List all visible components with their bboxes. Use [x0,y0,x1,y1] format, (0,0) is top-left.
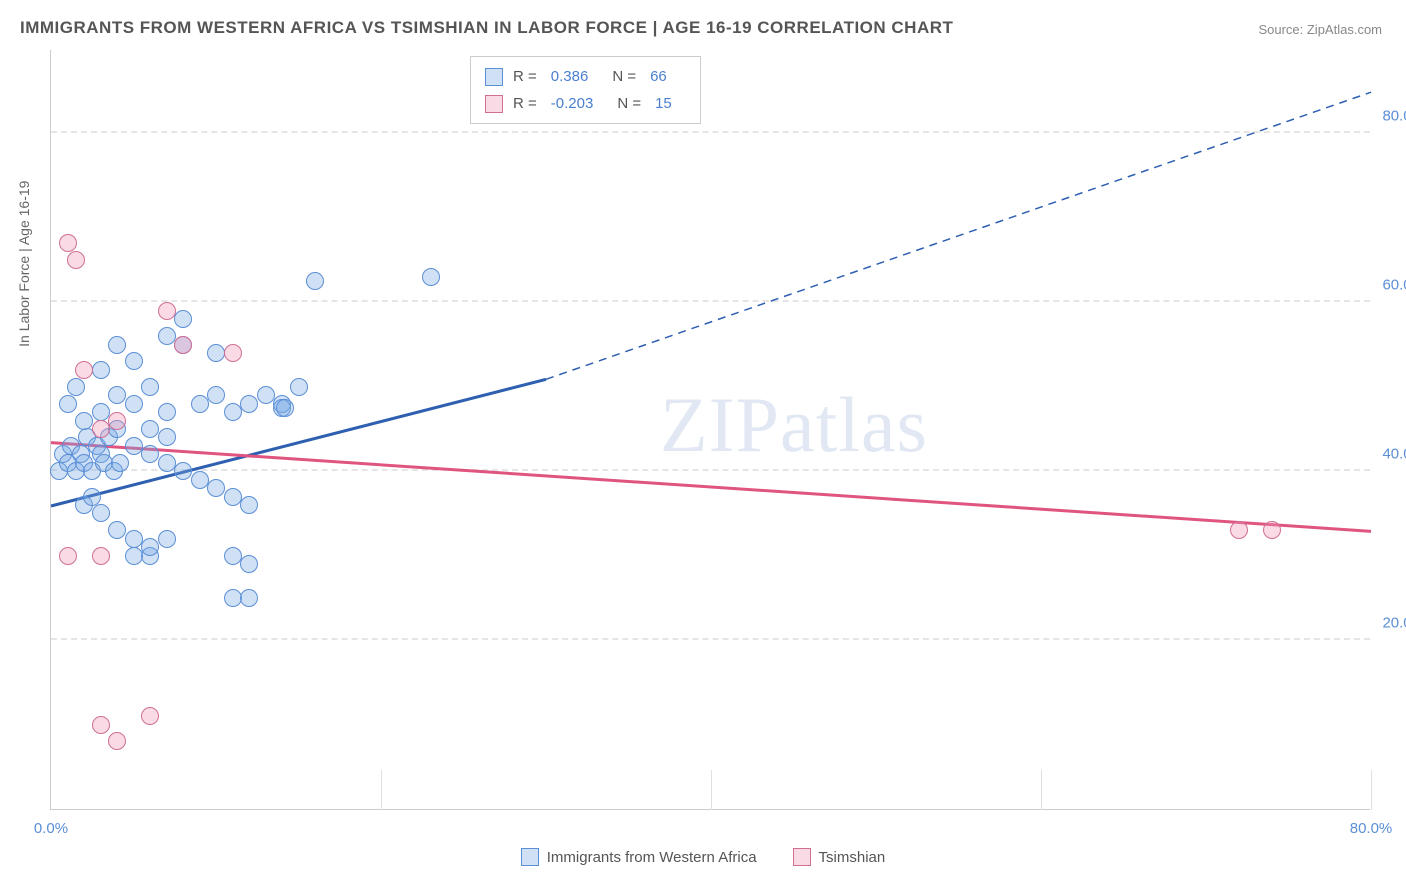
correlation-legend: R = 0.386 N = 66 R = -0.203 N = 15 [470,56,701,124]
r-label: R = [513,90,537,117]
data-point [276,399,294,417]
plot-area: 20.0%40.0%60.0%80.0%0.0%80.0% [50,50,1370,810]
legend-label: Immigrants from Western Africa [547,849,757,866]
data-point [141,707,159,725]
legend-swatch [521,848,539,866]
r-value: 0.386 [551,63,589,90]
data-point [75,412,93,430]
data-point [59,547,77,565]
y-tick-label: 80.0% [1382,108,1406,125]
n-label: N = [617,90,641,117]
data-point [158,327,176,345]
data-point [207,479,225,497]
legend-swatch [485,95,503,113]
data-point [92,403,110,421]
y-tick-label: 60.0% [1382,277,1406,294]
data-point [224,344,242,362]
data-point [125,530,143,548]
data-point [158,403,176,421]
data-point [174,310,192,328]
legend-swatch [793,848,811,866]
data-point [174,462,192,480]
gridline-vertical [1041,770,1042,810]
gridline-horizontal [51,300,1370,302]
data-point [224,488,242,506]
data-point [207,344,225,362]
data-point [92,420,110,438]
data-point [158,428,176,446]
legend-swatch [485,68,503,86]
y-tick-label: 40.0% [1382,446,1406,463]
data-point [191,471,209,489]
data-point [59,234,77,252]
legend-label: Tsimshian [819,849,886,866]
gridline-horizontal [51,131,1370,133]
gridline-vertical [1371,770,1372,810]
data-point [108,412,126,430]
data-point [59,395,77,413]
legend-row: R = -0.203 N = 15 [485,90,686,117]
x-tick-label: 80.0% [1350,820,1393,837]
trend-lines [51,50,1370,809]
gridline-horizontal [51,469,1370,471]
data-point [141,445,159,463]
data-point [422,268,440,286]
data-point [141,420,159,438]
data-point [240,496,258,514]
n-value: 15 [655,90,672,117]
data-point [1230,521,1248,539]
data-point [92,716,110,734]
y-axis-title: In Labor Force | Age 16-19 [16,181,32,347]
data-point [158,454,176,472]
gridline-vertical [381,770,382,810]
n-label: N = [612,63,636,90]
data-point [75,361,93,379]
legend-item: Immigrants from Western Africa [521,848,757,866]
data-point [108,336,126,354]
data-point [67,378,85,396]
data-point [125,547,143,565]
data-point [174,336,192,354]
r-label: R = [513,63,537,90]
data-point [306,272,324,290]
data-point [1263,521,1281,539]
data-point [224,547,242,565]
legend-row: R = 0.386 N = 66 [485,63,686,90]
data-point [240,555,258,573]
data-point [83,488,101,506]
data-point [125,437,143,455]
source-attribution: Source: ZipAtlas.com [1258,22,1382,37]
data-point [224,589,242,607]
data-point [92,504,110,522]
data-point [111,454,129,472]
data-point [158,530,176,548]
n-value: 66 [650,63,667,90]
data-point [141,378,159,396]
x-tick-label: 0.0% [34,820,68,837]
gridline-horizontal [51,638,1370,640]
data-point [125,352,143,370]
data-point [108,732,126,750]
data-point [108,521,126,539]
data-point [158,302,176,320]
data-point [67,251,85,269]
data-point [257,386,275,404]
gridline-vertical [711,770,712,810]
chart-title: IMMIGRANTS FROM WESTERN AFRICA VS TSIMSH… [20,18,953,38]
data-point [224,403,242,421]
data-point [141,538,159,556]
y-tick-label: 20.0% [1382,615,1406,632]
data-point [92,361,110,379]
legend-item: Tsimshian [793,848,886,866]
data-point [207,386,225,404]
data-point [108,386,126,404]
data-point [290,378,308,396]
data-point [240,589,258,607]
data-point [240,395,258,413]
series-legend: Immigrants from Western Africa Tsimshian [0,848,1406,870]
data-point [92,547,110,565]
data-point [191,395,209,413]
data-point [125,395,143,413]
r-value: -0.203 [551,90,594,117]
